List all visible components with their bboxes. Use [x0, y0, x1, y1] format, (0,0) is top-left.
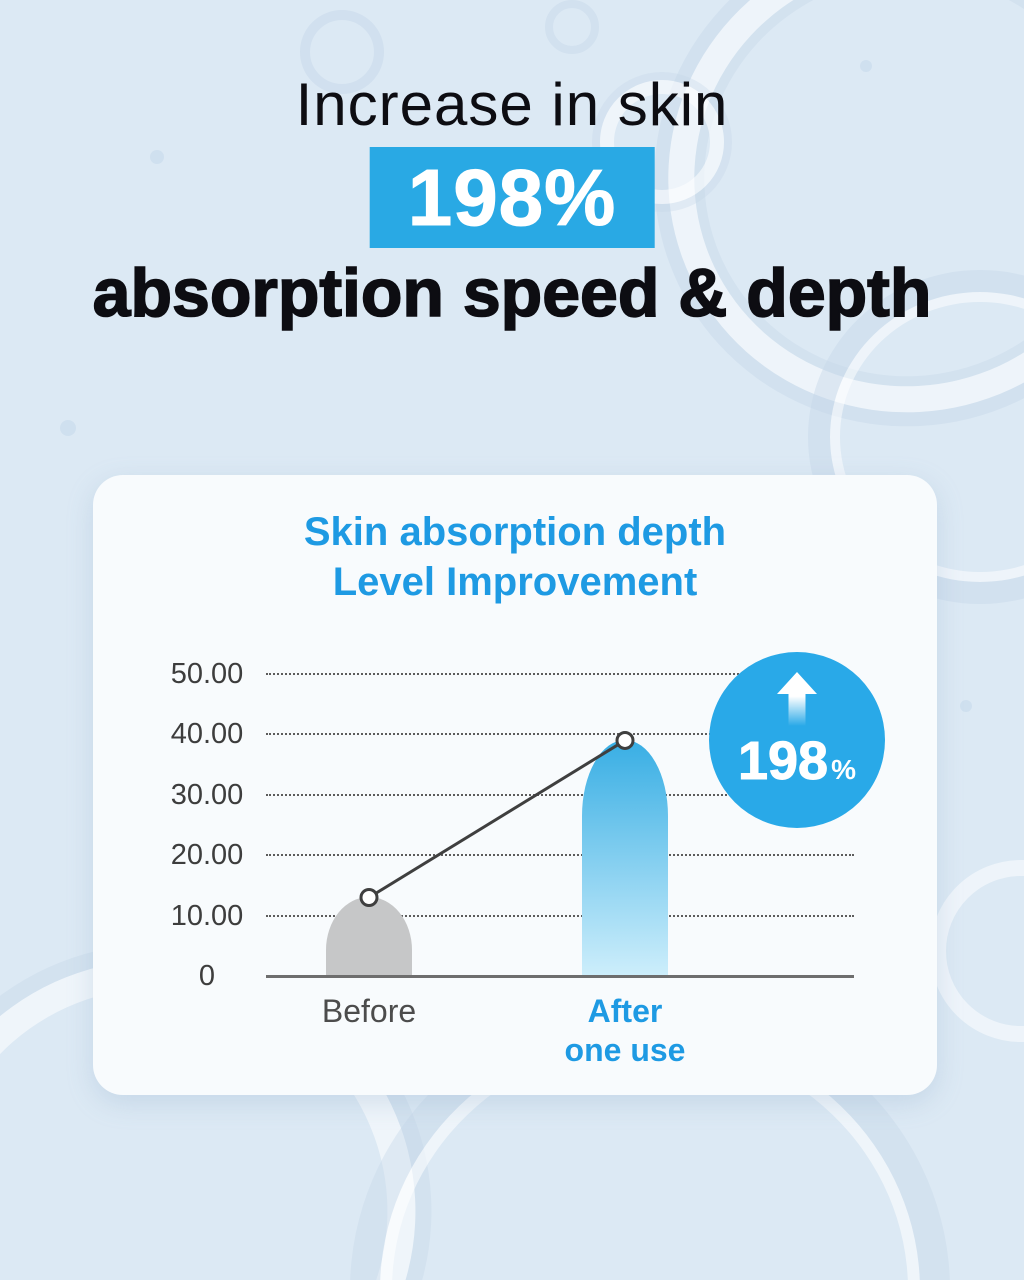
chart-title-line-1: Skin absorption depth — [303, 510, 727, 554]
bar-before — [326, 897, 412, 976]
growth-unit: % — [831, 754, 856, 785]
y-axis-label: 0 — [198, 960, 216, 992]
heading-line-1: Increase in skin — [295, 71, 729, 138]
y-axis-label: 50.00 — [170, 658, 244, 690]
y-axis-label: 20.00 — [170, 839, 244, 872]
highlight-percentage-badge: 198% — [369, 147, 655, 248]
heading-line-2: absorption speed & depth — [92, 254, 932, 332]
bubble-dot — [150, 150, 164, 164]
gridline — [266, 733, 854, 736]
chart-title: Skin absorption depth Level Improvement — [93, 507, 937, 607]
bubble-ring — [300, 10, 384, 94]
y-axis-label: 40.00 — [170, 718, 244, 751]
gridline — [266, 914, 854, 917]
gridline — [266, 854, 854, 857]
arrow-up-icon — [777, 672, 817, 726]
x-axis-line — [266, 975, 854, 978]
growth-value: 198 % — [737, 730, 856, 792]
y-axis-label: 30.00 — [170, 778, 244, 811]
bubble-dot — [60, 420, 76, 436]
chart-plot: 50.00 40.00 30.00 20.00 10.00 0 Before After on… — [93, 475, 937, 1095]
growth-badge: 198 % — [709, 652, 885, 828]
bubble-dot — [860, 60, 872, 72]
x-axis-label: After one use — [564, 993, 686, 1068]
bubble-dot — [960, 700, 972, 712]
x-axis-label: Before — [321, 993, 417, 1029]
bubble-ring — [545, 0, 599, 54]
bubble-ring — [930, 860, 1024, 1042]
chart-title-line-2: Level Improvement — [332, 560, 698, 604]
bar-after — [582, 740, 668, 976]
gridline — [266, 673, 854, 675]
chart-card: Skin absorption depth Level Improvement … — [93, 475, 937, 1095]
growth-number: 198 — [737, 731, 829, 792]
y-axis-label: 10.00 — [170, 899, 244, 932]
